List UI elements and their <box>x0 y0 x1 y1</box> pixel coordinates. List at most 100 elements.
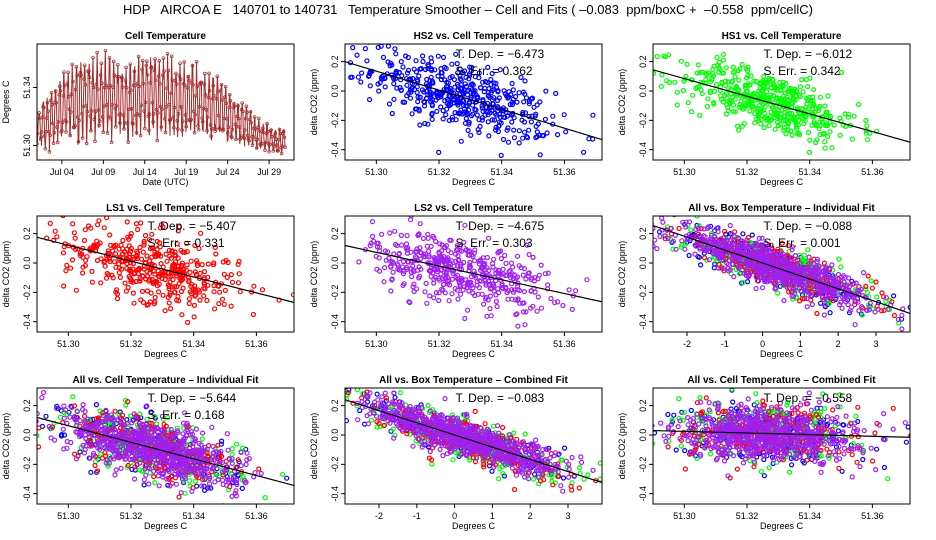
point-LS2 <box>170 433 176 439</box>
point-HS2 <box>537 99 543 105</box>
point-LS2 <box>217 459 223 465</box>
point-LS2 <box>408 216 414 219</box>
point-LS2 <box>569 306 575 312</box>
point-LS2 <box>481 301 487 307</box>
point-LS1 <box>71 230 78 236</box>
cell-temperature-point <box>154 78 158 82</box>
point-LS2 <box>137 460 143 466</box>
point-HS1 <box>849 136 856 142</box>
point-LS1 <box>135 267 141 273</box>
point-HS2 <box>472 106 478 113</box>
point-HS1 <box>766 94 772 101</box>
cell-temperature-point <box>136 81 140 86</box>
cell-temperature-point <box>100 115 105 119</box>
cell-temperature-point <box>137 84 141 89</box>
point-HS1 <box>790 296 796 302</box>
point-LS1 <box>229 279 236 285</box>
point-HS1 <box>688 227 694 233</box>
point-LS2 <box>790 288 796 294</box>
point-LS1 <box>211 289 217 295</box>
point-HS2 <box>405 54 411 61</box>
point-LS2 <box>505 296 511 302</box>
point-LS1 <box>180 249 186 255</box>
point-LS2 <box>445 255 451 261</box>
point-LS1 <box>145 301 151 307</box>
series-LS2 <box>37 389 264 504</box>
point-HS2 <box>379 73 385 80</box>
point-HS2 <box>543 88 549 94</box>
point-LS2 <box>129 420 135 426</box>
cell-temperature-point <box>65 81 70 86</box>
point-LS1 <box>662 236 668 242</box>
point-HS1 <box>704 103 711 110</box>
point-HS1 <box>748 73 754 79</box>
cell-temperature-point <box>196 128 201 132</box>
point-HS1 <box>868 278 874 284</box>
cell-temperature-point <box>160 73 165 77</box>
point-HS2 <box>391 80 397 87</box>
point-LS2 <box>700 233 707 239</box>
fit-line <box>37 236 294 303</box>
point-LS2 <box>710 250 716 257</box>
point-LS2 <box>833 295 839 301</box>
panel-title: LS2 vs. Cell Temperature <box>414 203 533 214</box>
point-LS2 <box>404 247 410 253</box>
cell-temperature-point <box>252 115 257 119</box>
point-LS1 <box>101 259 107 265</box>
point-LS2 <box>789 244 795 250</box>
point-LS2 <box>518 265 524 271</box>
cell-temperature-point <box>62 70 66 74</box>
cell-temperature-point <box>77 118 81 123</box>
point-HS2 <box>429 111 435 118</box>
point-LS2 <box>63 407 69 413</box>
point-LS2 <box>77 418 83 424</box>
point-HS2 <box>425 121 431 127</box>
point-HS2 <box>455 110 461 116</box>
point-LS2 <box>457 266 463 272</box>
point-LS2 <box>895 316 902 322</box>
panel-title: All vs. Box Temperature – Individual Fit <box>688 203 875 214</box>
point-HS1 <box>152 413 158 420</box>
point-LS2 <box>51 437 58 443</box>
cell-temperature-point <box>118 121 122 125</box>
point-HS2 <box>554 132 561 138</box>
cell-temperature-point <box>145 72 150 77</box>
x-tick-label: 2 <box>836 339 841 349</box>
point-LS1 <box>102 453 109 459</box>
fit-line <box>345 61 602 141</box>
panel-title: LS1 vs. Cell Temperature <box>106 203 225 214</box>
point-LS1 <box>89 279 96 285</box>
point-LS2 <box>509 296 515 302</box>
point-LS1 <box>869 285 876 291</box>
cell-temperature-point <box>157 58 162 63</box>
cell-temperature-point <box>280 144 285 148</box>
point-LS2 <box>414 246 420 252</box>
point-LS2 <box>534 308 540 314</box>
cell-temperature-point <box>236 104 240 108</box>
point-LS1 <box>138 256 145 262</box>
point-HS2 <box>393 51 399 57</box>
point-HS2 <box>129 466 135 472</box>
point-HS1 <box>694 70 700 76</box>
plot-frame <box>344 43 603 161</box>
x-tick-label: -2 <box>683 339 691 349</box>
point-LS2 <box>808 264 815 270</box>
point-LS2 <box>484 313 490 319</box>
point-LS2 <box>668 225 674 231</box>
point-LS2 <box>369 219 376 225</box>
point-LS2 <box>450 270 456 276</box>
cell-temperature-point <box>140 58 145 63</box>
point-LS2 <box>789 247 795 253</box>
plot-area <box>653 51 910 155</box>
point-LS1 <box>131 300 137 306</box>
point-LS2 <box>488 313 494 319</box>
cell-temperature-point <box>257 116 261 121</box>
point-HS2 <box>510 87 516 93</box>
cell-temperature-point <box>223 84 228 89</box>
point-HS2 <box>492 110 498 117</box>
point-LS2 <box>855 299 861 305</box>
point-LS2 <box>73 456 80 462</box>
point-LS1 <box>126 251 133 257</box>
point-LS2 <box>437 277 443 283</box>
point-HS1 <box>760 92 767 98</box>
